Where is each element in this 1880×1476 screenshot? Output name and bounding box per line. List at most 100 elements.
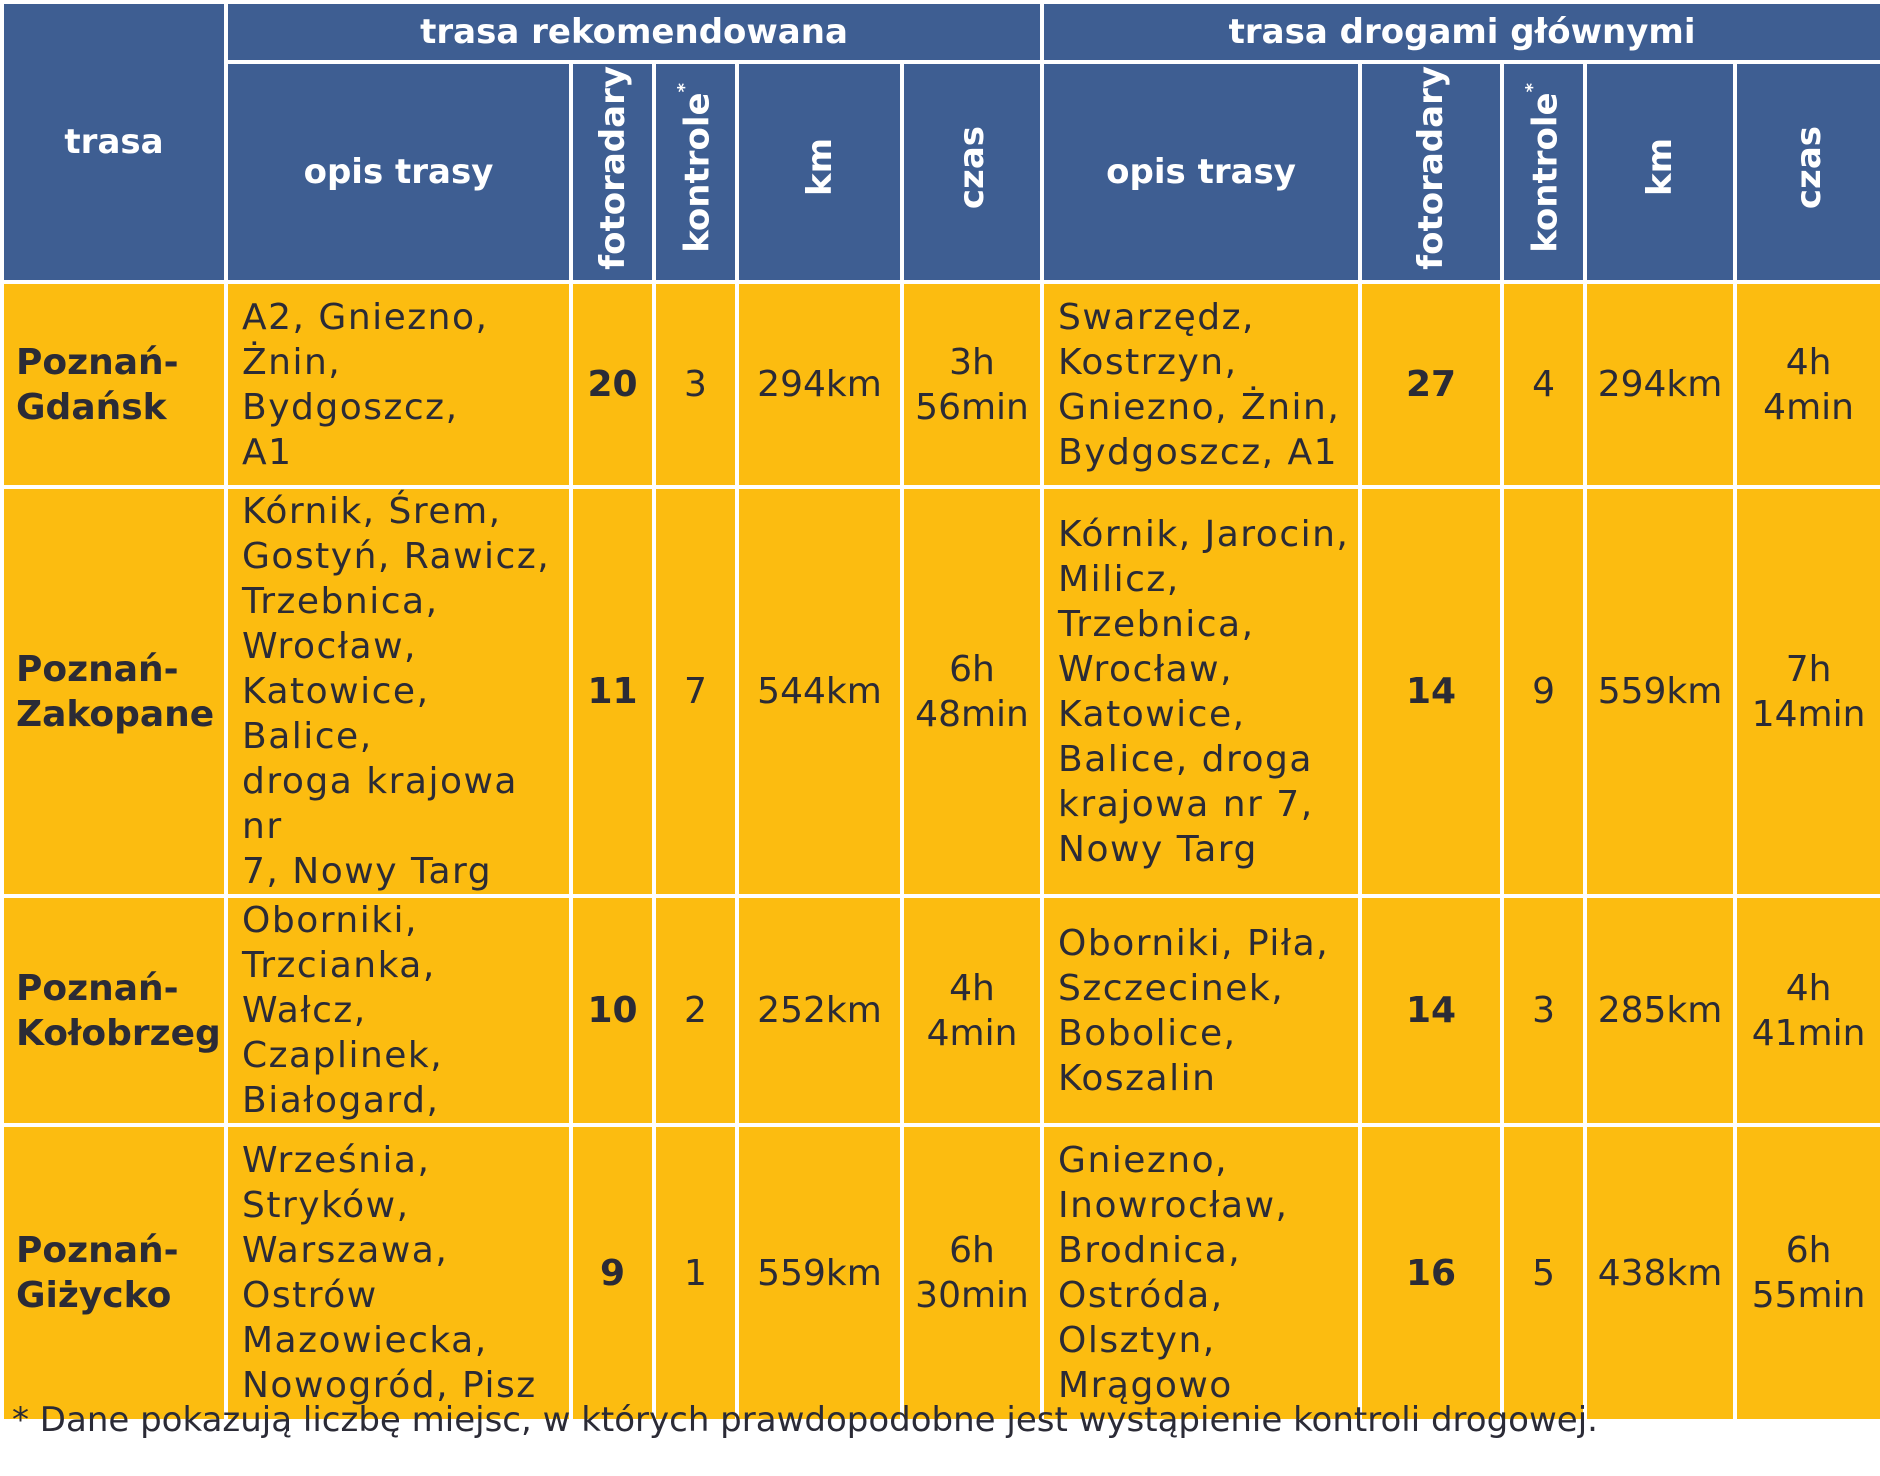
- main-desc: Oborniki, Piła, Szczecinek, Bobolice, Kosza…: [1040, 894, 1363, 1127]
- desc-line: Stryków,: [242, 1185, 410, 1226]
- main-cameras: 16: [1358, 1123, 1505, 1423]
- route-name-line: Poznań-: [16, 341, 179, 383]
- desc-line: Mrągowo: [1058, 1365, 1233, 1406]
- time-hours: 6h: [1785, 1230, 1832, 1271]
- desc-line: Warszawa,: [242, 1230, 449, 1271]
- rec-cameras: 20: [569, 280, 656, 489]
- desc-line: Milicz,: [1058, 558, 1180, 600]
- desc-line: Września,: [242, 1140, 431, 1181]
- desc-line: Szczecinek,: [1058, 967, 1285, 1009]
- header-rec-time-label: czas: [952, 125, 993, 210]
- time-minutes: 55min: [1751, 1275, 1866, 1316]
- desc-line: droga krajowa nr: [242, 761, 518, 847]
- route-name-line: Poznań-: [16, 967, 179, 1009]
- desc-line: Białogard,: [242, 1080, 440, 1121]
- desc-line: Nowogród, Pisz: [242, 1365, 537, 1406]
- desc-line: Bobolice,: [1058, 1012, 1237, 1054]
- rec-controls: 7: [652, 485, 739, 898]
- time-hours: 4h: [949, 967, 995, 1009]
- header-group-recommended: trasa rekomendowana: [223, 0, 1045, 64]
- route-name-line: Giżycko: [16, 1275, 172, 1316]
- desc-line: Bydgoszcz, A1: [1058, 431, 1339, 473]
- time-minutes: 4min: [926, 1012, 1018, 1054]
- main-km: 285km: [1583, 894, 1738, 1127]
- time-minutes: 56min: [915, 386, 1029, 428]
- header-main-controls: kontrole*: [1500, 60, 1588, 284]
- desc-line: Żnin, Bydgoszcz,: [242, 341, 459, 428]
- desc-line: Balice, droga: [1058, 738, 1313, 780]
- desc-line: A1: [242, 431, 293, 473]
- desc-line: A2, Gniezno,: [242, 296, 489, 338]
- main-controls: 3: [1500, 894, 1588, 1127]
- time-minutes: 4min: [1763, 386, 1854, 428]
- rec-km: 559km: [735, 1123, 904, 1423]
- desc-line: Gniezno,: [1058, 1140, 1229, 1181]
- desc-line: Oborniki,: [242, 900, 418, 941]
- desc-line: Trzebnica,: [242, 581, 439, 622]
- rec-desc: Oborniki, Trzcianka, Wałcz, Czaplinek, Biał…: [224, 894, 573, 1127]
- rec-time: 3h 56min: [899, 280, 1045, 489]
- header-rec-controls-label: kontrole*: [674, 83, 717, 253]
- time-minutes: 48min: [915, 693, 1029, 735]
- header-rec-time: czas: [899, 60, 1045, 284]
- header-main-controls-label: kontrole*: [1522, 83, 1565, 253]
- header-rec-controls-mark: *: [673, 82, 695, 93]
- header-main-controls-mark: *: [1521, 82, 1543, 93]
- header-rec-cameras-label: fotoradary: [592, 65, 633, 270]
- header-main-desc: opis trasy: [1040, 60, 1363, 284]
- desc-line: Swarzędz,: [1058, 296, 1255, 338]
- header-main-cameras-label: fotoradary: [1411, 65, 1452, 270]
- main-cameras: 14: [1358, 894, 1505, 1127]
- header-main-time: czas: [1733, 60, 1880, 284]
- main-time: 6h 55min: [1733, 1123, 1880, 1423]
- main-desc: Kórnik, Jarocin, Milicz, Trzebnica, Wrocław…: [1040, 485, 1363, 898]
- header-main-controls-text: kontrole: [1525, 92, 1566, 253]
- header-main-time-label: czas: [1788, 125, 1829, 210]
- rec-desc: A2, Gniezno, Żnin, Bydgoszcz, A1: [224, 280, 573, 489]
- desc-line: Oborniki, Piła,: [1058, 922, 1330, 964]
- time-hours: 4h: [1785, 341, 1832, 383]
- desc-line: Kórnik, Śrem,: [242, 491, 502, 532]
- desc-line: 7, Nowy Targ: [242, 851, 493, 892]
- desc-line: Gniezno, Żnin,: [1058, 386, 1341, 428]
- main-time: 7h 14min: [1733, 485, 1880, 898]
- time-hours: 3h: [949, 341, 995, 383]
- route-name-line: Gdańsk: [16, 386, 167, 428]
- time-minutes: 30min: [915, 1275, 1029, 1316]
- rec-km: 252km: [735, 894, 904, 1127]
- route-name-line: Poznań-: [16, 648, 179, 690]
- desc-line: Czaplinek,: [242, 1035, 444, 1076]
- rec-time: 6h 30min: [899, 1123, 1045, 1423]
- desc-line: Olsztyn,: [1058, 1320, 1216, 1361]
- route-name: Poznań- Zakopane: [0, 485, 228, 898]
- desc-line: Brodnica,: [1058, 1230, 1242, 1271]
- main-controls: 9: [1500, 485, 1588, 898]
- rec-km: 294km: [735, 280, 904, 489]
- route-name-line: Zakopane: [16, 693, 215, 735]
- footnote: * Dane pokazują liczbę miejsc, w których…: [12, 1400, 1598, 1440]
- route-name: Poznań- Gdańsk: [0, 280, 228, 489]
- time-hours: 7h: [1785, 648, 1832, 690]
- rec-cameras: 10: [569, 894, 656, 1127]
- rec-controls: 1: [652, 1123, 739, 1423]
- desc-line: Ostróda,: [1058, 1275, 1224, 1316]
- rec-desc: Września, Stryków, Warszawa, Ostrów Mazowiec…: [224, 1123, 573, 1423]
- route-name: Poznań- Kołobrzeg: [0, 894, 228, 1127]
- header-group-main-roads: trasa drogami głównymi: [1040, 0, 1880, 64]
- table-row: Poznań- Kołobrzeg Oborniki, Trzcianka, Wał…: [0, 894, 1880, 1127]
- header-main-cameras: fotoradary: [1358, 60, 1505, 284]
- main-controls: 4: [1500, 280, 1588, 489]
- main-km: 438km: [1583, 1123, 1738, 1423]
- route-name: Poznań- Giżycko: [0, 1123, 228, 1423]
- header-rec-controls: kontrole*: [652, 60, 739, 284]
- desc-line: Gostyń, Rawicz,: [242, 536, 551, 577]
- desc-line: Katowice,: [1058, 693, 1246, 735]
- desc-line: Kórnik, Jarocin,: [1058, 513, 1350, 555]
- desc-line: krajowa nr 7,: [1058, 783, 1314, 825]
- table-row: Poznań- Gdańsk A2, Gniezno, Żnin, Bydgoszc…: [0, 280, 1880, 489]
- route-name-line: Kołobrzeg: [16, 1012, 221, 1054]
- rec-time: 4h 4min: [899, 894, 1045, 1127]
- header-rec-desc: opis trasy: [224, 60, 573, 284]
- main-desc: Swarzędz, Kostrzyn, Gniezno, Żnin, Bydgoszc…: [1040, 280, 1363, 489]
- header-rec-km: km: [735, 60, 904, 284]
